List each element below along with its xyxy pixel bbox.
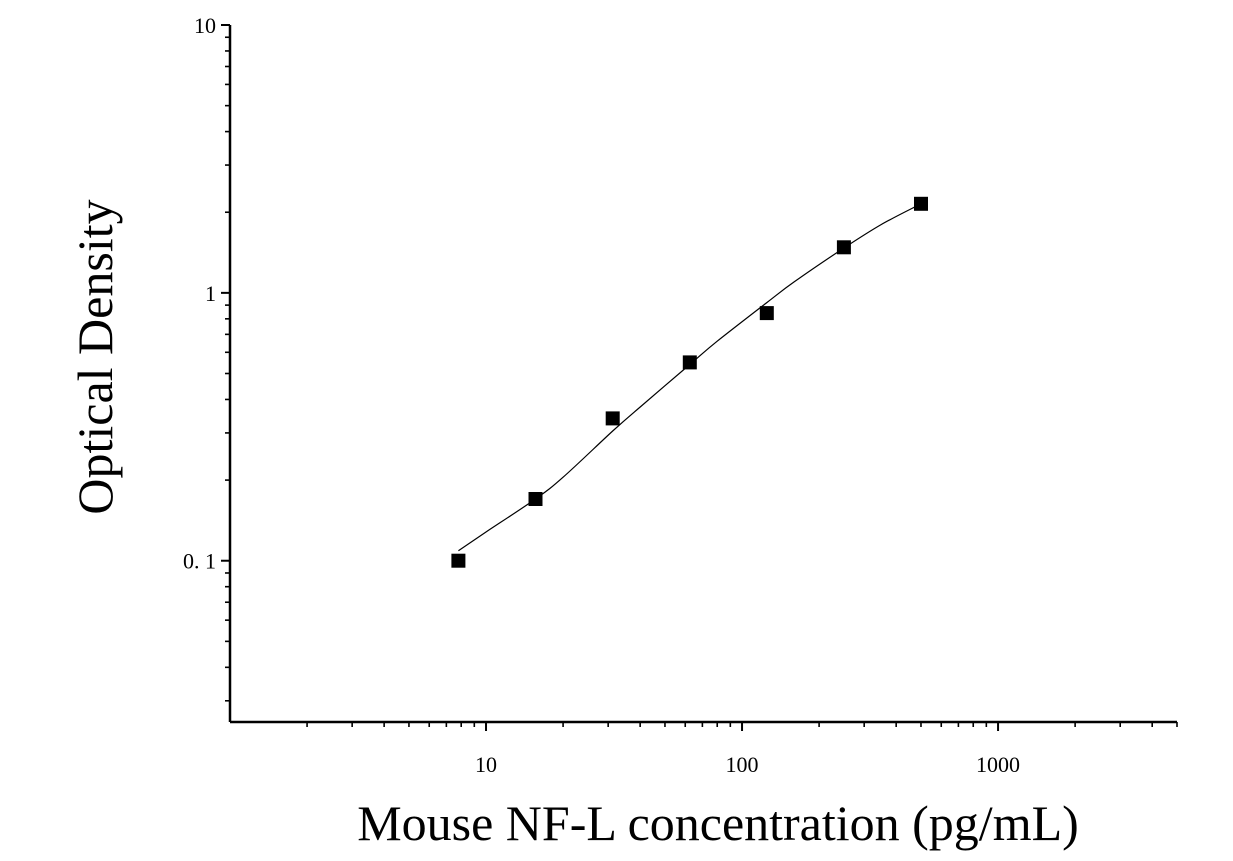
data-points: [451, 196, 928, 568]
data-point: [759, 306, 774, 321]
y-tick-label: 1: [205, 281, 216, 306]
data-point: [528, 492, 543, 506]
data-point: [914, 196, 928, 211]
y-tick-label: 0. 1: [183, 549, 216, 574]
x-tick-label: 10: [475, 752, 497, 777]
x-tick-label: 1000: [976, 752, 1020, 777]
fit-curve-line: [458, 203, 922, 552]
x-axis-title: Mouse NF-L concentration (pg/mL): [357, 795, 1079, 851]
y-tick-label: 10: [194, 13, 216, 38]
data-point: [682, 355, 697, 370]
data-point: [836, 240, 851, 255]
y-axis-title: Optical Density: [67, 199, 123, 514]
y-axis: 0. 1 1 10: [183, 13, 232, 722]
data-point: [605, 411, 620, 426]
data-point: [451, 553, 466, 568]
x-axis: 10 100 1000: [230, 720, 1178, 777]
x-tick-label: 100: [726, 752, 759, 777]
